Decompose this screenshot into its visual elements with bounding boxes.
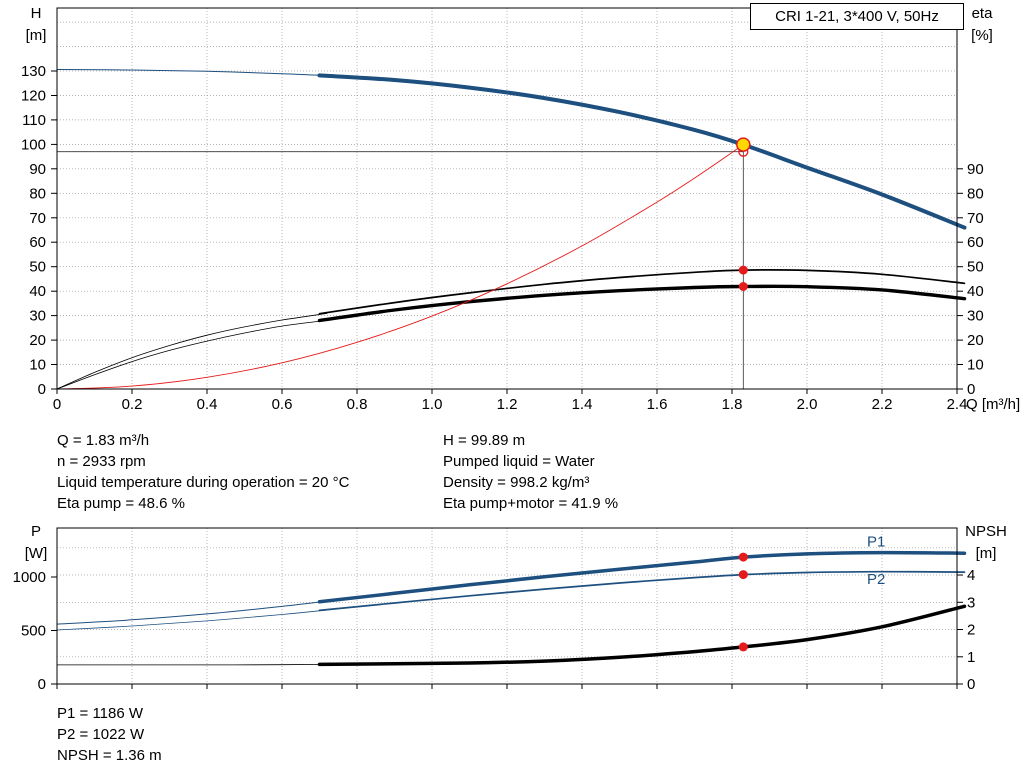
svg-text:60: 60 bbox=[967, 234, 984, 251]
svg-text:80: 80 bbox=[967, 185, 984, 202]
npsh-lead-curve bbox=[56, 664, 328, 666]
svg-text:50: 50 bbox=[967, 259, 984, 276]
p2-lead-curve bbox=[56, 609, 328, 631]
svg-text:[%]: [%] bbox=[971, 27, 993, 44]
eta-pump-motor-lead-curve bbox=[56, 319, 328, 390]
svg-text:0: 0 bbox=[38, 676, 46, 693]
eta-pump-motor-curve bbox=[317, 284, 967, 323]
svg-text:70: 70 bbox=[967, 210, 984, 227]
x-axis-title: Q [m³/h] bbox=[966, 396, 1020, 413]
hq-lead-curve bbox=[56, 69, 328, 77]
svg-text:90: 90 bbox=[967, 161, 984, 178]
svg-text:4: 4 bbox=[967, 567, 975, 584]
p1-label: P1 bbox=[867, 534, 885, 551]
svg-text:0: 0 bbox=[53, 396, 61, 413]
hq-eta-chart: 0 10 20 30 40 50 60 70 80 90 100 110 120 130 0 10 20 30 40… bbox=[21, 3, 1020, 413]
svg-text:0.4: 0.4 bbox=[197, 396, 218, 413]
info-flow: Q = 1.83 m³/h bbox=[57, 432, 150, 449]
svg-text:110: 110 bbox=[22, 112, 46, 129]
svg-text:1.0: 1.0 bbox=[422, 396, 443, 413]
svg-text:50: 50 bbox=[29, 259, 46, 276]
svg-text:[m]: [m] bbox=[26, 27, 47, 44]
info-head: H = 99.89 m bbox=[443, 432, 526, 449]
duty-info-right: H = 99.89 m Pumped liquid = Water Densit… bbox=[443, 430, 618, 514]
y-right-title: NPSH bbox=[965, 523, 1007, 540]
svg-text:70: 70 bbox=[29, 210, 46, 227]
eta-pump-point bbox=[738, 265, 748, 275]
svg-text:1.2: 1.2 bbox=[497, 396, 518, 413]
y-left-title: P bbox=[31, 523, 41, 540]
eta-pump-lead-curve bbox=[56, 313, 328, 390]
p2-point bbox=[738, 570, 748, 580]
p1-lead-curve bbox=[56, 600, 328, 625]
y-right-title: eta bbox=[972, 5, 994, 22]
y-left-title: H bbox=[31, 5, 42, 22]
system-curve-curve bbox=[56, 144, 744, 390]
npsh-curve bbox=[317, 604, 967, 667]
info-eta-total: Eta pump+motor = 41.9 % bbox=[443, 495, 619, 512]
eta-pump-motor-point bbox=[738, 282, 748, 291]
title-box bbox=[750, 3, 964, 30]
svg-text:0: 0 bbox=[38, 381, 46, 398]
eta-pump-curve bbox=[318, 269, 966, 315]
svg-text:130: 130 bbox=[21, 63, 46, 80]
svg-text:10: 10 bbox=[29, 357, 46, 374]
info-p2: P2 = 1022 W bbox=[57, 726, 145, 743]
svg-text:1: 1 bbox=[967, 649, 975, 666]
svg-text:30: 30 bbox=[967, 308, 984, 325]
svg-text:90: 90 bbox=[29, 161, 46, 178]
duty-info-left: Q = 1.83 m³/h n = 2933 rpm Liquid temper… bbox=[57, 430, 349, 514]
info-speed: n = 2933 rpm bbox=[57, 453, 146, 470]
info-density: Density = 998.2 kg/m³ bbox=[443, 474, 590, 491]
svg-text:0: 0 bbox=[967, 676, 975, 693]
power-npsh-chart: 0 500 1000 0 1 2 3 4 P [W] NPSH [m] P1 P2 bbox=[13, 523, 1007, 693]
svg-text:10: 10 bbox=[967, 357, 984, 374]
svg-text:0.8: 0.8 bbox=[347, 396, 368, 413]
svg-text:1.8: 1.8 bbox=[722, 396, 743, 413]
p2-curve bbox=[318, 570, 966, 612]
npsh-point bbox=[738, 642, 748, 652]
svg-text:[W]: [W] bbox=[25, 545, 48, 562]
svg-text:40: 40 bbox=[29, 283, 46, 300]
svg-text:20: 20 bbox=[967, 332, 984, 349]
svg-text:0.6: 0.6 bbox=[272, 396, 293, 413]
svg-text:120: 120 bbox=[21, 88, 46, 105]
svg-text:100: 100 bbox=[21, 136, 46, 153]
svg-text:30: 30 bbox=[29, 308, 46, 325]
info-eta-pump: Eta pump = 48.6 % bbox=[57, 495, 185, 512]
svg-text:2: 2 bbox=[967, 622, 975, 639]
p1-point bbox=[738, 552, 748, 562]
svg-text:3: 3 bbox=[967, 594, 975, 611]
info-liquid-temp: Liquid temperature during operation = 20… bbox=[57, 474, 350, 491]
svg-text:0: 0 bbox=[967, 381, 975, 398]
info-p1: P1 = 1186 W bbox=[57, 705, 144, 722]
chart-title: CRI 1-21, 3*400 V, 50Hz bbox=[775, 8, 939, 25]
info-npsh: NPSH = 1.36 m bbox=[57, 747, 162, 764]
svg-text:500: 500 bbox=[21, 623, 46, 640]
svg-text:2.0: 2.0 bbox=[797, 396, 818, 413]
p1-curve bbox=[317, 550, 967, 604]
svg-text:2.4: 2.4 bbox=[947, 396, 968, 413]
svg-text:60: 60 bbox=[29, 234, 46, 251]
info-pumped-liquid: Pumped liquid = Water bbox=[443, 453, 595, 470]
svg-text:0.2: 0.2 bbox=[122, 396, 143, 413]
hq-curve bbox=[317, 73, 967, 230]
svg-text:[m]: [m] bbox=[976, 545, 997, 562]
svg-text:20: 20 bbox=[29, 332, 46, 349]
svg-text:1000: 1000 bbox=[13, 569, 46, 586]
svg-text:40: 40 bbox=[967, 283, 984, 300]
duty-point bbox=[736, 137, 751, 152]
power-info: P1 = 1186 W P2 = 1022 W NPSH = 1.36 m bbox=[57, 703, 162, 766]
svg-text:1.6: 1.6 bbox=[647, 396, 668, 413]
svg-text:1.4: 1.4 bbox=[572, 396, 593, 413]
p2-label: P2 bbox=[867, 571, 885, 588]
svg-text:2.2: 2.2 bbox=[872, 396, 893, 413]
svg-text:80: 80 bbox=[29, 185, 46, 202]
